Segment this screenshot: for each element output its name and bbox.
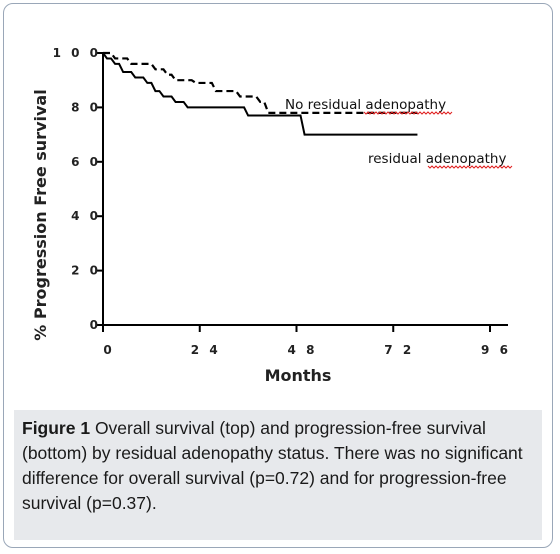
- y-tick-label: 2 0: [71, 264, 101, 278]
- series-line-no-residual: [103, 51, 418, 114]
- x-tick-label: 7 2: [384, 343, 414, 357]
- figure-caption: Figure 1 Overall survival (top) and prog…: [14, 410, 542, 540]
- caption-label: Figure 1: [22, 418, 91, 438]
- y-tick-label: 8 0: [71, 100, 101, 114]
- x-tick-label: 0: [103, 343, 114, 357]
- spellcheck-underline: [363, 111, 453, 115]
- series-lines: [102, 51, 418, 136]
- caption-text: Overall survival (top) and progression-f…: [22, 418, 523, 513]
- series-label-residual: residual adenopathy: [368, 151, 506, 167]
- x-ticks: 0 2 4 4 8 7 2 9 6: [102, 325, 511, 357]
- series-line-residual: [102, 52, 418, 136]
- spellcheck-underline: [427, 165, 513, 169]
- y-tick-label: 0: [90, 318, 101, 332]
- x-axis-title: Months: [265, 366, 332, 385]
- x-tick-label: 2 4: [191, 343, 221, 357]
- y-tick-label: 4 0: [71, 209, 101, 223]
- y-ticks: 0 2 0 4 0 6 0 8 0 1 0 0: [53, 46, 103, 332]
- x-tick-label: 9 6: [481, 343, 511, 357]
- y-tick-label: 6 0: [71, 155, 101, 169]
- survival-chart: 0 2 0 4 0 6 0 8 0 1 0 0 0 2 4 4 8 7 2 9 6 No resi…: [31, 46, 513, 385]
- series-label-no-residual: No residual adenopathy: [285, 97, 446, 113]
- y-tick-label: 1 0 0: [53, 46, 101, 60]
- x-tick-label: 4 8: [288, 343, 318, 357]
- y-axis-title: % Progression Free survival: [31, 89, 50, 340]
